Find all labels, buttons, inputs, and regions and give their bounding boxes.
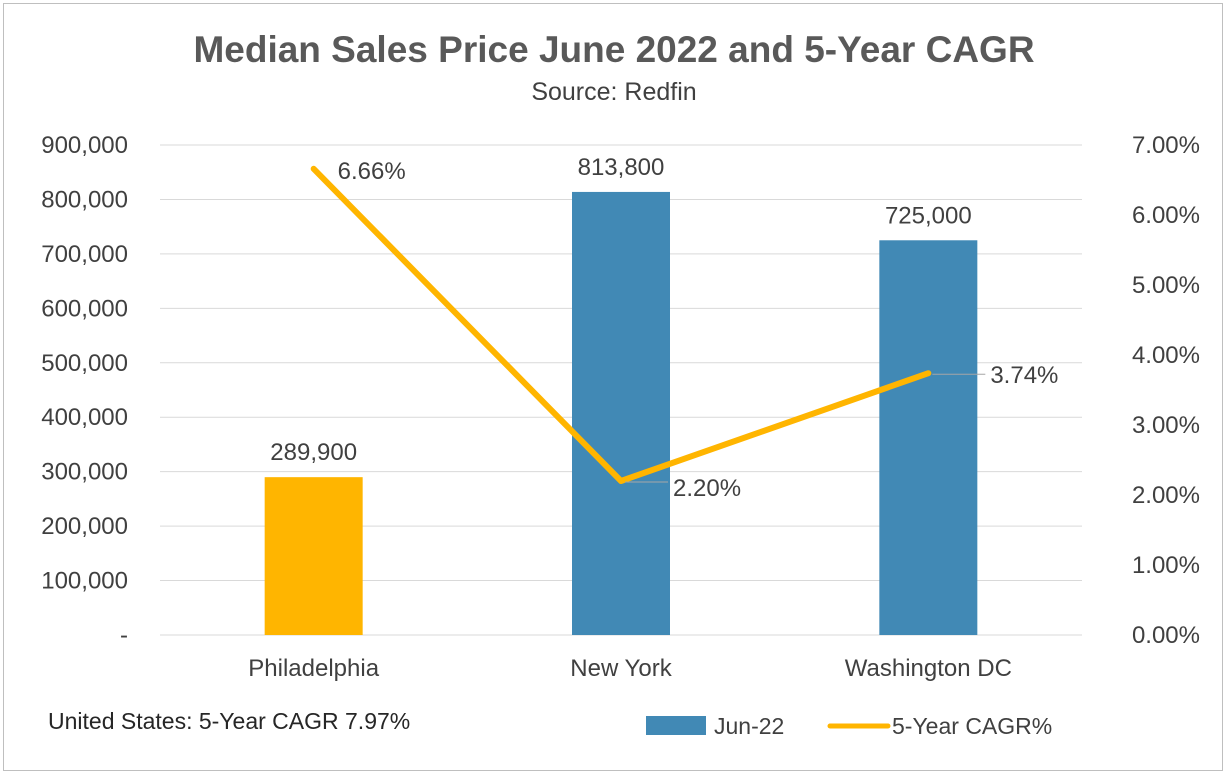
line-value-label: 3.74% — [990, 362, 1058, 389]
cagr-point-new-york — [620, 480, 622, 482]
right-axis-tick-label: 3.00% — [1132, 412, 1200, 439]
left-axis-tick-label: 500,000 — [41, 350, 128, 377]
left-axis-tick-label: 700,000 — [41, 241, 128, 268]
legend-label-line: 5-Year CAGR% — [892, 713, 1052, 739]
left-axis-tick-label: 400,000 — [41, 404, 128, 431]
line-value-label: 6.66% — [338, 158, 406, 185]
left-axis-tick-label: 800,000 — [41, 186, 128, 213]
bar-new-york — [572, 191, 670, 636]
left-axis-ticks: - 100,000 200,000 300,000 400,000 500,000 600,… — [41, 132, 128, 649]
legend-label-bar: Jun-22 — [714, 713, 784, 739]
category-label: New York — [570, 655, 672, 682]
bar-value-label: 725,000 — [885, 202, 972, 229]
right-axis-tick-label: 0.00% — [1132, 622, 1200, 649]
category-label: Washington DC — [845, 655, 1012, 682]
right-axis-tick-label: 4.00% — [1132, 342, 1200, 369]
category-axis-labels: Philadelphia New York Washington DC — [248, 655, 1012, 682]
legend: Jun-22 5-Year CAGR% — [646, 713, 1052, 739]
cagr-point-philadelphia — [312, 167, 315, 170]
right-axis-ticks: 0.00% 1.00% 2.00% 3.00% 4.00% 5.00% 6.00% 7.00% — [1132, 132, 1200, 649]
data-labels: 289,900 813,800 725,000 6.66% 2.20% 3.74% — [270, 154, 1058, 502]
line-value-label: 2.20% — [673, 475, 741, 502]
bar-washington-dc — [879, 240, 978, 635]
bar-series — [264, 191, 978, 636]
bar-philadelphia — [264, 477, 363, 635]
left-axis-tick-label: 200,000 — [41, 513, 128, 540]
left-axis-tick-label: 600,000 — [41, 295, 128, 322]
category-label: Philadelphia — [248, 655, 379, 682]
right-axis-tick-label: 5.00% — [1132, 272, 1200, 299]
chart-subtitle: Source: Redfin — [531, 78, 696, 106]
us-cagr-annotation: United States: 5-Year CAGR 7.97% — [48, 708, 410, 734]
left-axis-tick-label: 100,000 — [41, 568, 128, 595]
line-series — [310, 165, 932, 484]
right-axis-tick-label: 1.00% — [1132, 552, 1200, 579]
left-axis-tick-label: 900,000 — [41, 132, 128, 159]
right-axis-tick-label: 6.00% — [1132, 202, 1200, 229]
right-axis-tick-label: 2.00% — [1132, 482, 1200, 509]
left-axis-tick-label: - — [120, 622, 128, 649]
left-axis-tick-label: 300,000 — [41, 459, 128, 486]
bar-value-label: 289,900 — [270, 439, 357, 466]
cagr-point-washington-dc — [927, 372, 930, 375]
chart-title: Median Sales Price June 2022 and 5-Year … — [193, 29, 1034, 70]
bar-value-label: 813,800 — [578, 154, 665, 181]
right-axis-tick-label: 7.00% — [1132, 132, 1200, 159]
legend-swatch-bar — [646, 716, 706, 735]
